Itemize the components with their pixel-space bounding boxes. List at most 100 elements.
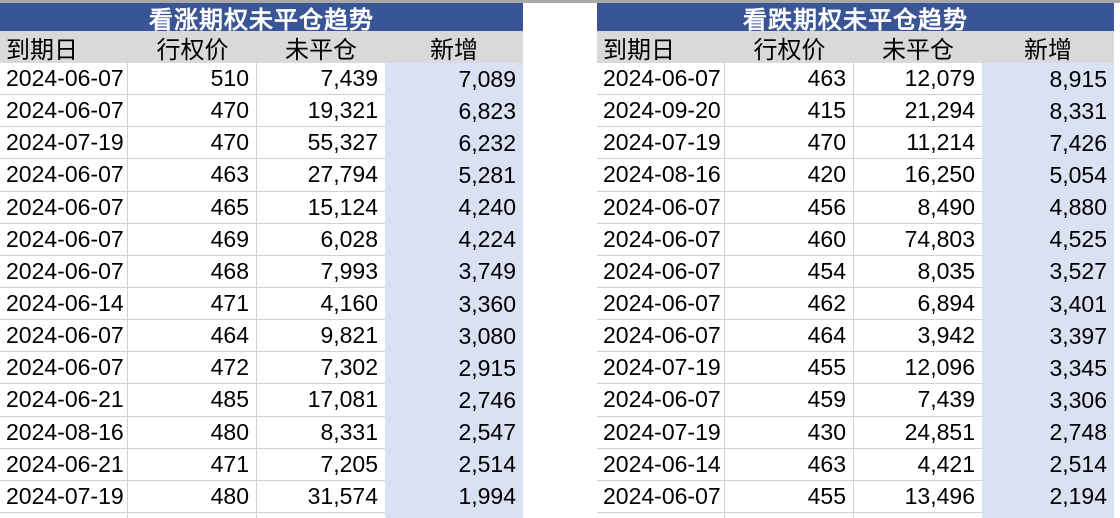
strike-price-cell: 485 <box>128 384 257 417</box>
strike-price-cell: 455 <box>725 480 854 513</box>
table-row: 2024-09-20 415 21,294 8,331 <box>597 95 1114 128</box>
puts-header-row: 到期日 行权价 未平仓 新增 <box>597 31 1114 64</box>
strike-price-cell <box>128 512 257 518</box>
open-interest-cell: 6,894 <box>854 287 982 321</box>
expiry-date-cell: 2024-06-07 <box>597 255 725 288</box>
open-interest-cell: 24,851 <box>854 416 982 449</box>
table-row: 2024-07-19 430 24,851 2,748 <box>597 416 1114 449</box>
puts-open-interest-table: 看跌期权未平仓趋势 到期日 行权价 未平仓 新增 2024-06-07 463 … <box>597 3 1114 518</box>
new-added-cell: 1,994 <box>385 480 523 513</box>
new-added-cell: 3,397 <box>982 320 1114 353</box>
new-added-cell: 3,401 <box>982 287 1114 321</box>
open-interest-cell: 12,096 <box>854 352 982 385</box>
strike-price-cell: 463 <box>725 63 854 96</box>
expiry-date-cell: 2024-06-07 <box>597 191 725 224</box>
new-added-cell: 3,360 <box>385 287 523 321</box>
partial-row <box>597 512 1114 518</box>
open-interest-cell: 7,439 <box>854 384 982 417</box>
open-interest-cell: 7,993 <box>257 255 385 288</box>
new-added-cell: 2,748 <box>982 416 1114 449</box>
expiry-date-cell: 2024-06-21 <box>0 448 128 481</box>
strike-price-cell: 464 <box>128 320 257 353</box>
expiry-date-cell: 2024-07-19 <box>597 127 725 160</box>
open-interest-cell: 7,302 <box>257 352 385 385</box>
col-header-strike-price: 行权价 <box>753 36 826 64</box>
calls-header-row: 到期日 行权价 未平仓 新增 <box>0 31 523 64</box>
expiry-date-cell: 2024-06-07 <box>597 480 725 513</box>
table-row: 2024-06-07 464 9,821 3,080 <box>0 320 523 353</box>
expiry-date-cell: 2024-06-07 <box>597 63 725 96</box>
open-interest-cell: 27,794 <box>257 159 385 192</box>
table-row: 2024-06-07 459 7,439 3,306 <box>597 384 1114 417</box>
expiry-date-cell <box>597 512 725 518</box>
table-row: 2024-06-07 469 6,028 4,224 <box>0 223 523 256</box>
strike-price-cell: 415 <box>725 95 854 128</box>
new-added-cell: 2,746 <box>385 384 523 417</box>
open-interest-cell: 55,327 <box>257 127 385 160</box>
strike-price-cell: 470 <box>725 127 854 160</box>
open-interest-cell: 4,160 <box>257 287 385 321</box>
table-row: 2024-07-19 455 12,096 3,345 <box>597 352 1114 385</box>
expiry-date-cell: 2024-06-07 <box>0 95 128 128</box>
strike-price-cell: 470 <box>128 95 257 128</box>
strike-price-cell: 510 <box>128 63 257 96</box>
open-interest-cell: 7,439 <box>257 63 385 96</box>
open-interest-cell: 3,942 <box>854 320 982 353</box>
col-header-expiry-date: 到期日 <box>6 36 78 64</box>
table-row: 2024-06-07 470 19,321 6,823 <box>0 95 523 128</box>
strike-price-cell: 459 <box>725 384 854 417</box>
expiry-date-cell: 2024-07-19 <box>0 127 128 160</box>
new-added-cell: 3,749 <box>385 255 523 288</box>
expiry-date-cell: 2024-07-19 <box>597 416 725 449</box>
table-row: 2024-06-07 456 8,490 4,880 <box>597 191 1114 224</box>
open-interest-cell: 21,294 <box>854 95 982 128</box>
new-added-cell: 3,080 <box>385 320 523 353</box>
strike-price-cell: 430 <box>725 416 854 449</box>
table-row: 2024-06-07 510 7,439 7,089 <box>0 63 523 96</box>
strike-price-cell: 471 <box>128 287 257 321</box>
new-added-cell: 7,089 <box>385 63 523 96</box>
col-header-expiry-date: 到期日 <box>603 36 675 64</box>
col-header-new-added: 新增 <box>1024 36 1072 64</box>
new-added-cell: 2,514 <box>982 448 1114 481</box>
open-interest-cell: 4,421 <box>854 448 982 481</box>
open-interest-cell: 6,028 <box>257 223 385 256</box>
open-interest-cell: 9,821 <box>257 320 385 353</box>
table-row: 2024-06-07 472 7,302 2,915 <box>0 352 523 385</box>
col-header-new-added: 新增 <box>430 36 478 64</box>
strike-price-cell: 454 <box>725 255 854 288</box>
new-added-cell: 6,823 <box>385 95 523 128</box>
strike-price-cell: 480 <box>128 416 257 449</box>
table-row: 2024-06-14 471 4,160 3,360 <box>0 287 523 321</box>
strike-price-cell: 456 <box>725 191 854 224</box>
open-interest-cell: 8,331 <box>257 416 385 449</box>
table-row: 2024-06-21 471 7,205 2,514 <box>0 448 523 481</box>
table-row: 2024-06-07 465 15,124 4,240 <box>0 191 523 224</box>
expiry-date-cell: 2024-06-07 <box>0 352 128 385</box>
open-interest-cell: 19,321 <box>257 95 385 128</box>
table-row: 2024-07-19 470 55,327 6,232 <box>0 127 523 160</box>
open-interest-cell: 15,124 <box>257 191 385 224</box>
new-added-cell: 4,525 <box>982 223 1114 256</box>
table-row: 2024-06-07 455 13,496 2,194 <box>597 480 1114 513</box>
table-row: 2024-06-07 463 12,079 8,915 <box>597 63 1114 96</box>
new-added-cell <box>385 512 523 518</box>
strike-price-cell: 460 <box>725 223 854 256</box>
table-row: 2024-07-19 480 31,574 1,994 <box>0 480 523 513</box>
strike-price-cell: 463 <box>725 448 854 481</box>
expiry-date-cell: 2024-06-07 <box>0 63 128 96</box>
expiry-date-cell: 2024-06-07 <box>0 320 128 353</box>
open-interest-cell: 74,803 <box>854 223 982 256</box>
table-row: 2024-08-16 480 8,331 2,547 <box>0 416 523 449</box>
new-added-cell: 3,527 <box>982 255 1114 288</box>
expiry-date-cell: 2024-06-14 <box>0 287 128 321</box>
puts-table-title: 看跌期权未平仓趋势 <box>597 3 1114 34</box>
expiry-date-cell: 2024-06-07 <box>597 320 725 353</box>
table-row: 2024-07-19 470 11,214 7,426 <box>597 127 1114 160</box>
expiry-date-cell: 2024-07-19 <box>0 480 128 513</box>
calls-open-interest-table: 看涨期权未平仓趋势 到期日 行权价 未平仓 新增 2024-06-07 510 … <box>0 3 523 518</box>
table-row: 2024-06-21 485 17,081 2,746 <box>0 384 523 417</box>
expiry-date-cell: 2024-07-19 <box>597 352 725 385</box>
table-row: 2024-06-14 463 4,421 2,514 <box>597 448 1114 481</box>
new-added-cell: 4,224 <box>385 223 523 256</box>
